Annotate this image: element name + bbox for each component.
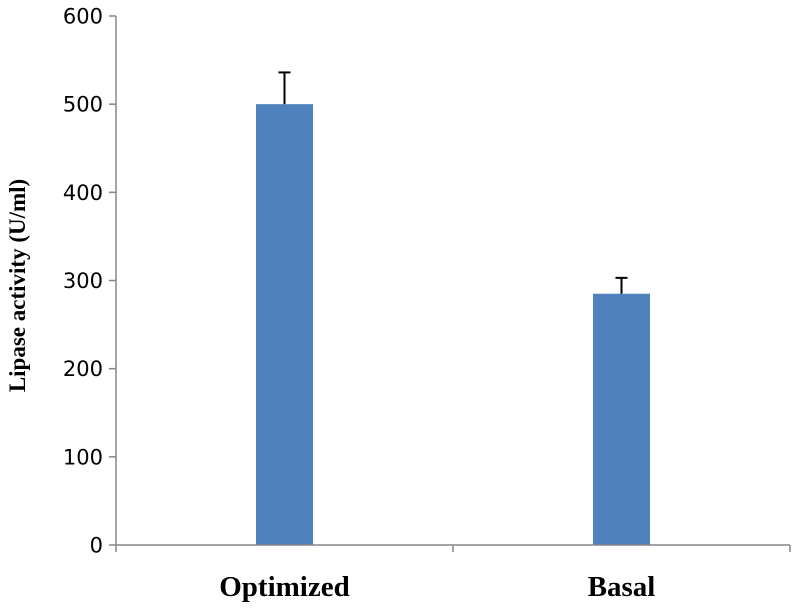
- x-category-label-optimized: Optimized: [219, 571, 350, 603]
- x-category-label-basal: Basal: [588, 571, 656, 603]
- y-tick-label: 0: [90, 534, 103, 558]
- y-axis-ticks: 0 100 200 300 400 500 600: [63, 5, 116, 558]
- error-bars: [278, 71, 628, 294]
- x-axis-category-labels: Optimized Basal: [219, 571, 655, 603]
- y-tick-label: 400: [63, 181, 103, 205]
- y-tick-label: 200: [63, 357, 103, 381]
- y-axis-title: Lipase activity (U/ml): [5, 179, 30, 392]
- y-tick-label: 500: [63, 93, 103, 117]
- bars: [256, 104, 650, 546]
- y-tick-label: 100: [63, 445, 103, 469]
- bar-basal: [593, 293, 650, 545]
- y-tick-label: 300: [63, 269, 103, 293]
- x-axis-ticks: [115, 545, 791, 552]
- y-tick-label: 600: [63, 5, 103, 29]
- bar-optimized: [256, 104, 313, 546]
